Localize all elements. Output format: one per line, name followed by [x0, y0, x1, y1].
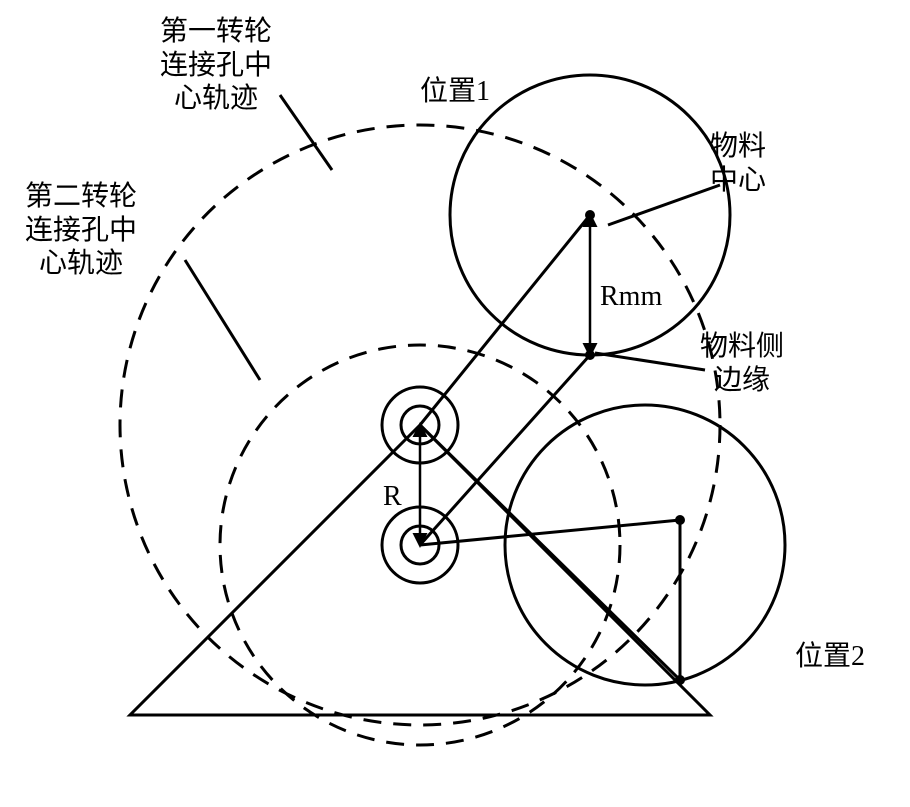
label-R: R [383, 480, 402, 514]
label-orbit1: 第一转轮连接孔中心轨迹 [160, 15, 272, 116]
dot-pos1-edge [585, 350, 595, 360]
dot-pos1-center [585, 210, 595, 220]
line-top-to-pos2edge [420, 425, 680, 680]
leader-material-edge [595, 353, 705, 370]
label-material-edge: 物料侧边缘 [700, 330, 784, 397]
label-material-center: 物料中心 [710, 130, 766, 197]
leader-orbit2 [185, 260, 260, 380]
dot-pos2-lower [675, 675, 685, 685]
label-Rmm: Rmm [600, 280, 662, 314]
diagram-svg [0, 0, 910, 807]
label-orbit2: 第二转轮连接孔中心轨迹 [25, 180, 137, 281]
pos2-circle [505, 405, 785, 685]
pos2-text: 位置2 [795, 641, 865, 672]
diagram-container: 第一转轮连接孔中心轨迹 第二转轮连接孔中心轨迹 位置1 位置2 物料中心 物料侧… [0, 0, 910, 807]
R-text: R [383, 481, 402, 512]
dot-pos2-upper [675, 515, 685, 525]
Rmm-text: Rmm [600, 281, 662, 312]
label-pos2: 位置2 [795, 640, 865, 674]
line-bot-to-pos2center [420, 520, 680, 545]
pos1-text: 位置1 [420, 76, 490, 107]
label-pos1: 位置1 [420, 75, 490, 109]
leader-orbit1 [280, 95, 332, 170]
line-top-to-pos1 [420, 215, 590, 425]
